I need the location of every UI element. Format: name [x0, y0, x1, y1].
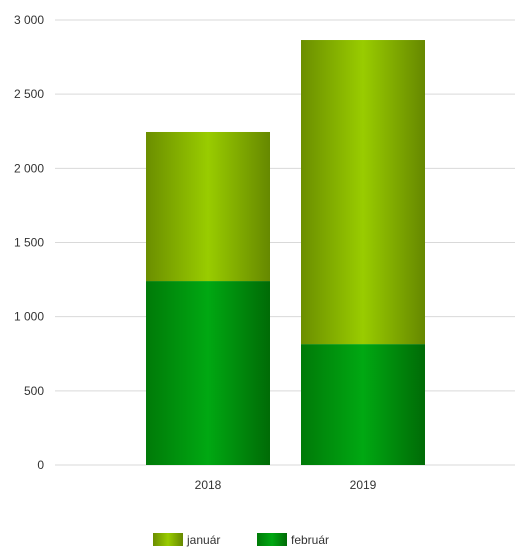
y-tick-label: 2 500: [14, 87, 44, 101]
bar-2019-februar: [301, 344, 425, 465]
bar-2019-januar: [301, 40, 425, 345]
legend-label: január: [186, 533, 220, 547]
legend-label: február: [291, 533, 329, 547]
legend-swatch: [257, 533, 287, 546]
y-tick-label: 1 000: [14, 310, 44, 324]
y-tick-label: 0: [37, 458, 44, 472]
x-axis-tick-labels: 2018 2019: [195, 478, 377, 492]
y-tick-label: 3 000: [14, 13, 44, 27]
x-tick-label: 2018: [195, 478, 222, 492]
legend-item-februar[interactable]: február: [257, 533, 329, 547]
bars: [146, 40, 425, 465]
grid-lines: [55, 19, 515, 466]
y-tick-label: 2 000: [14, 161, 44, 175]
legend-swatch: [153, 533, 183, 546]
y-tick-label: 1 500: [14, 236, 44, 250]
legend-item-januar[interactable]: január: [153, 533, 220, 547]
legend: január február: [153, 533, 329, 547]
bar-2018-januar: [146, 131, 270, 282]
x-tick-label: 2019: [350, 478, 377, 492]
y-axis-tick-labels: 0 500 1 000 1 500 2 000 2 500 3 000: [14, 13, 44, 472]
bar-2018-februar: [146, 281, 270, 465]
y-tick-label: 500: [24, 384, 44, 398]
